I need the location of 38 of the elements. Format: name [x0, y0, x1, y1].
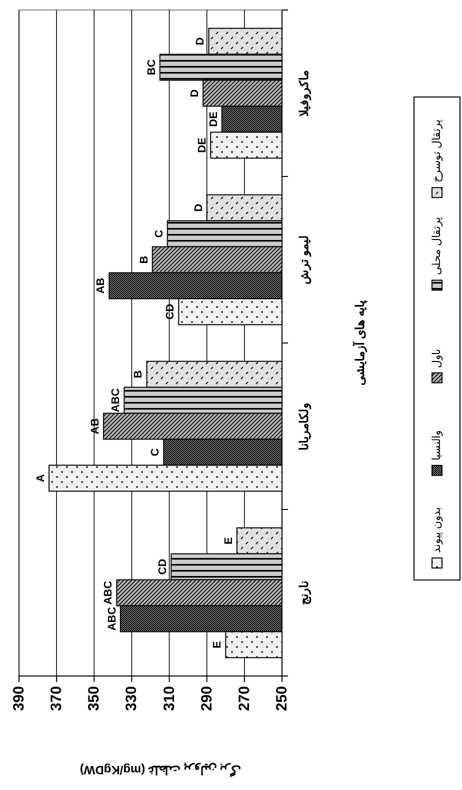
data-label: ABC — [102, 580, 115, 605]
data-label: D — [194, 37, 207, 46]
y-tick-label: ولکامریانا — [297, 402, 312, 450]
data-label: C — [150, 448, 162, 456]
data-label: D — [192, 204, 205, 212]
x-tick-label: 270 — [236, 686, 253, 712]
x-tick-label: 250 — [274, 686, 290, 712]
x-tick-label: 330 — [123, 686, 140, 712]
data-label: ABC — [110, 388, 122, 412]
x-tick-label: 310 — [160, 686, 178, 712]
text: پرتقال محلی — [431, 217, 443, 276]
data-label: AB — [95, 278, 108, 294]
data-label: DE — [196, 138, 209, 153]
text: بدون پیوند — [431, 506, 443, 553]
data-label: ABC — [106, 606, 118, 631]
y-tick-label: ماکروفیلا — [297, 70, 312, 116]
text: ناول — [431, 348, 443, 368]
data-label: A — [35, 474, 48, 482]
data-label: BC — [146, 59, 158, 76]
y-tick-label: نارنج — [297, 580, 312, 605]
data-label: B — [132, 370, 145, 378]
x-axis-title: غلظت پرولین برگ (mg/KgDW) — [80, 762, 242, 778]
data-label: E — [222, 537, 235, 544]
text: پرتقال توسرخ — [431, 120, 443, 183]
text: والنسیا — [431, 430, 443, 460]
x-tick-label: 390 — [10, 686, 28, 712]
x-tick-label: 350 — [86, 686, 103, 712]
data-label: DE — [208, 112, 220, 127]
data-label: D — [189, 89, 202, 98]
data-label: B — [138, 256, 150, 264]
y-tick-label: لیمو ترش — [297, 235, 312, 284]
x-tick-label: 290 — [198, 686, 216, 712]
data-label: E — [212, 641, 224, 648]
data-label: C — [153, 230, 166, 238]
x-tick-label: 370 — [48, 686, 66, 712]
data-label: CD — [164, 304, 177, 320]
y-axis-title: پایه های آزمایشی — [351, 300, 368, 386]
data-label: CD — [157, 558, 170, 575]
